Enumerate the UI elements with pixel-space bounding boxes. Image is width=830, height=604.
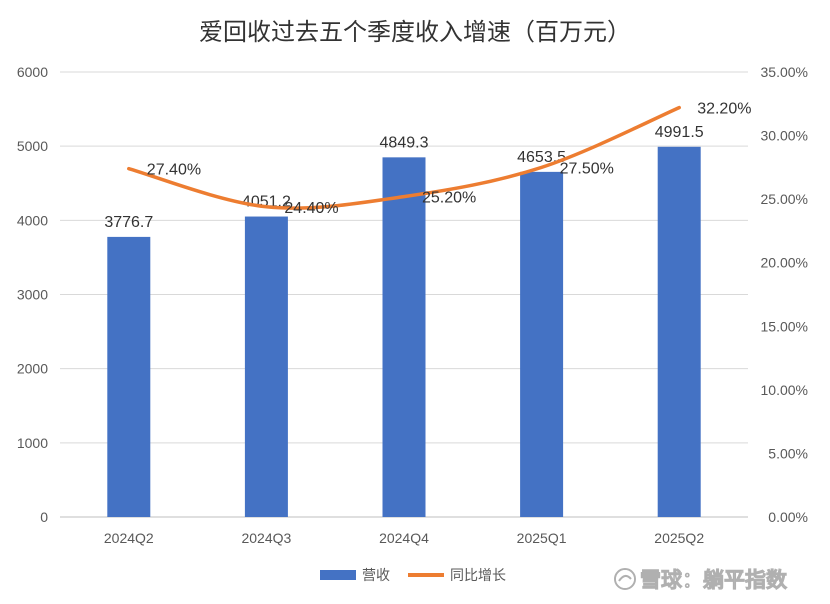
line-data-label: 25.20%	[422, 190, 476, 207]
line-data-label: 27.40%	[147, 162, 201, 179]
x-axis-tick-label: 2025Q2	[654, 530, 704, 546]
left-axis-tick-label: 2000	[17, 361, 48, 377]
x-axis-tick-label: 2024Q4	[379, 530, 429, 546]
left-axis-tick-label: 5000	[17, 138, 48, 154]
chart-title: 爱回收过去五个季度收入增速（百万元）	[199, 18, 631, 46]
right-axis-ticks: 0.00% 5.00% 10.00% 15.00% 20.00% 25.00% 30.00%…	[761, 64, 808, 525]
right-axis-tick-label: 15.00%	[761, 318, 808, 334]
right-axis-tick-label: 35.00%	[761, 64, 808, 80]
bar-data-label: 3776.7	[104, 214, 153, 231]
x-axis-tick-label: 2024Q2	[104, 530, 154, 546]
bar	[520, 171, 564, 517]
line-data-label: 24.40%	[284, 200, 338, 217]
right-axis-tick-label: 20.00%	[761, 255, 808, 271]
x-axis-tick-label: 2024Q3	[241, 530, 291, 546]
left-axis-tick-label: 4000	[17, 212, 48, 228]
left-axis-tick-label: 0	[40, 509, 48, 525]
watermark: 雪球：躺平指数	[614, 568, 788, 592]
x-axis-ticks: 2024Q2 2024Q3 2024Q4 2025Q1 2025Q2	[104, 530, 704, 546]
watermark-text: 雪球：躺平指数	[640, 568, 788, 592]
legend-label-growth: 同比增长	[450, 568, 506, 584]
bar	[657, 146, 701, 517]
bar	[244, 216, 288, 517]
right-axis-tick-label: 25.00%	[761, 191, 808, 207]
right-axis-tick-label: 0.00%	[768, 509, 808, 525]
bar-data-label: 4991.5	[655, 124, 704, 141]
line-series: 27.40% 24.40% 25.20% 27.50% 32.20%	[127, 101, 751, 217]
x-axis-tick-label: 2025Q1	[517, 530, 567, 546]
legend-swatch-revenue	[320, 570, 356, 580]
snowball-logo-icon	[614, 568, 636, 590]
legend: 营收 同比增长	[320, 568, 506, 584]
left-axis-tick-label: 1000	[17, 435, 48, 451]
left-axis-tick-label: 6000	[17, 64, 48, 80]
line-data-label: 27.50%	[560, 160, 614, 177]
right-axis-tick-label: 10.00%	[761, 382, 808, 398]
right-axis-tick-label: 30.00%	[761, 128, 808, 144]
legend-label-revenue: 营收	[362, 568, 390, 584]
bar	[382, 157, 426, 518]
right-axis-tick-label: 5.00%	[768, 445, 808, 461]
line-data-label: 32.20%	[697, 101, 751, 118]
bar	[107, 236, 151, 517]
left-axis-tick-label: 3000	[17, 287, 48, 303]
bar-data-label: 4849.3	[380, 134, 429, 151]
left-axis-ticks: 0 1000 2000 3000 4000 5000 6000	[17, 64, 48, 525]
